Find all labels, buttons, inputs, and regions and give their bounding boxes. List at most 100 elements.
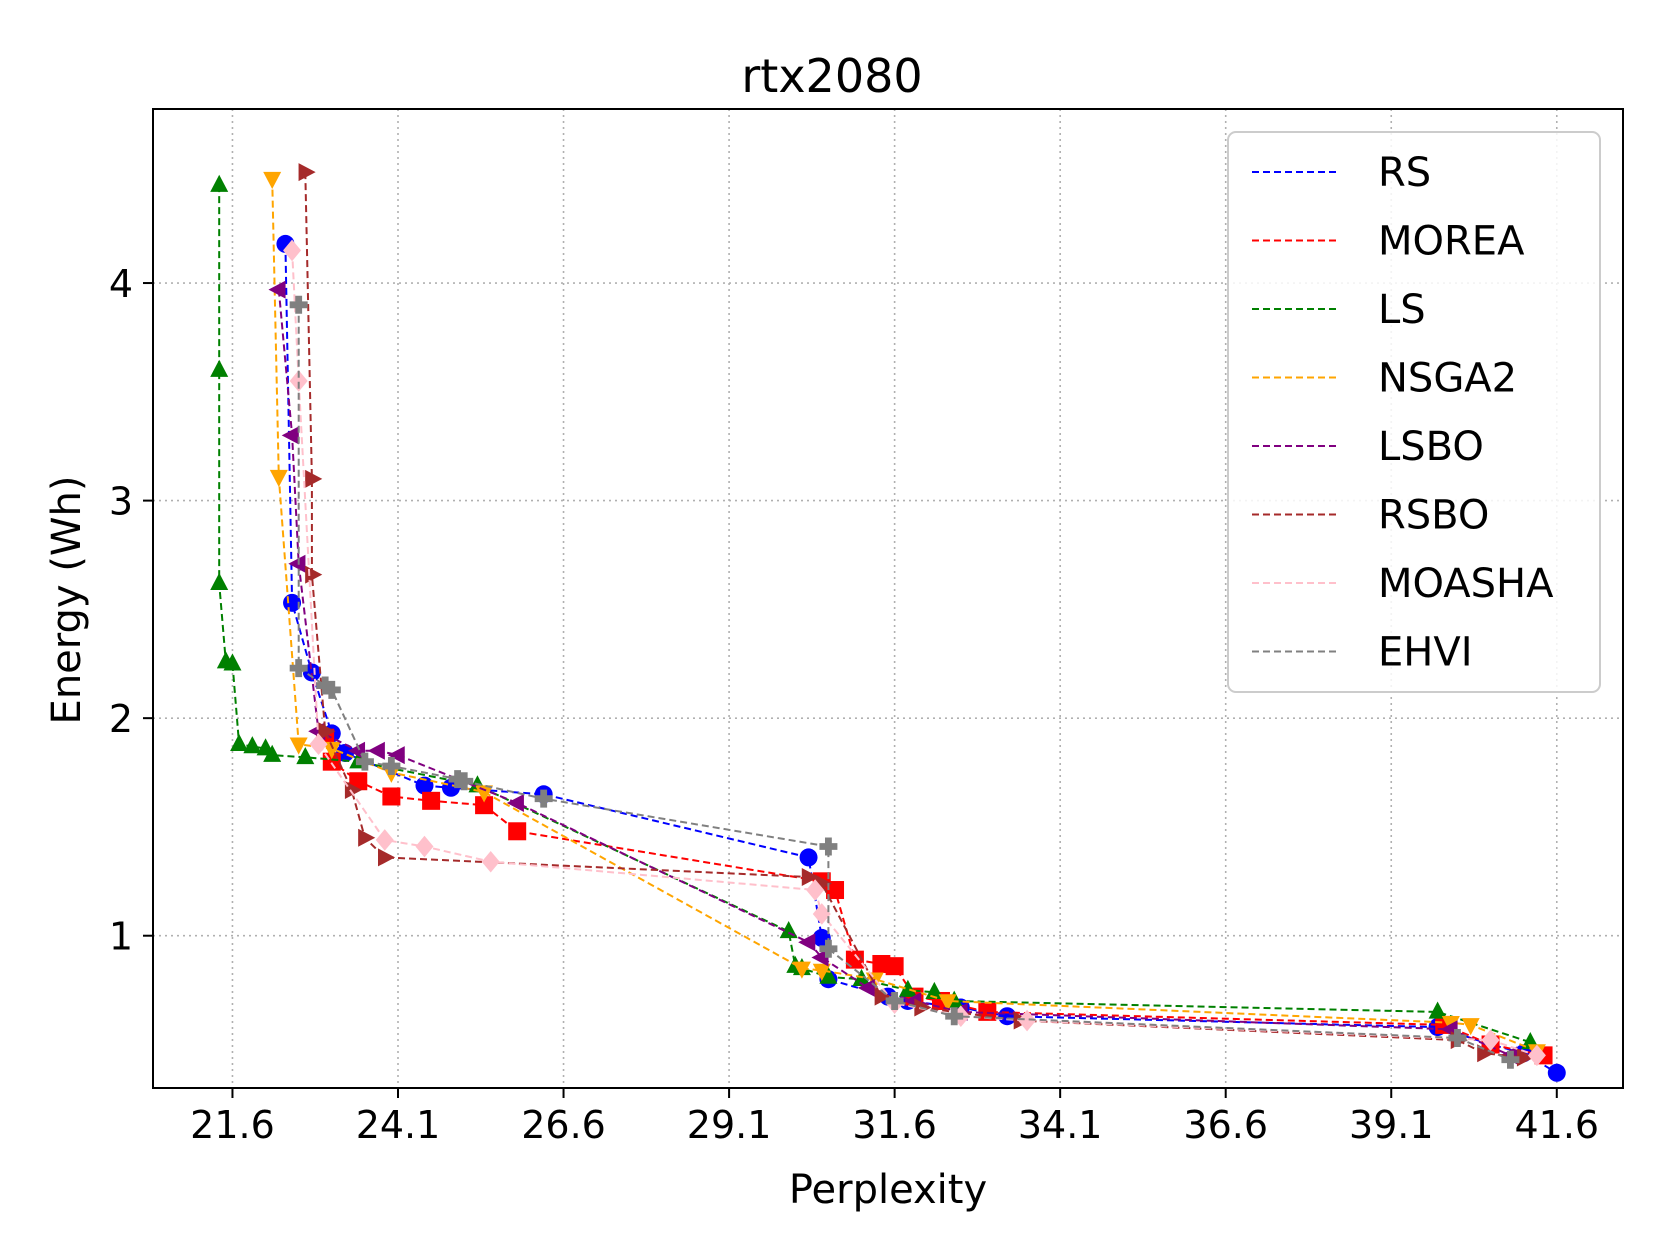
x-tick-label: 29.1: [687, 1103, 772, 1147]
x-tick-label: 26.6: [521, 1103, 606, 1147]
data-point-ehvi: [885, 991, 904, 1010]
data-point-lsbo: [367, 741, 385, 760]
x-axis-ticks: 21.6 24.1 26.6 29.1 31.6 34.1 36.6 39.1 41.6: [190, 1088, 1599, 1147]
data-point-ehvi: [322, 680, 341, 699]
data-point-rsbo: [318, 722, 336, 741]
data-point-nsga2: [792, 961, 811, 979]
data-point-ls: [925, 981, 944, 1000]
series-line-lsbo: [277, 289, 1511, 1057]
data-point-lsbo: [811, 948, 829, 967]
x-tick-label: 36.6: [1183, 1103, 1268, 1147]
data-point-nsga2: [269, 469, 288, 488]
legend-label-morea: MOREA: [1378, 219, 1525, 265]
data-point-nsga2: [1461, 1018, 1480, 1036]
data-point-lsbo: [506, 794, 524, 813]
data-point-moasha: [1481, 1029, 1500, 1051]
x-axis-label: Perplexity: [789, 1167, 987, 1213]
chart-title: rtx2080: [741, 49, 922, 103]
y-tick-label: 1: [109, 915, 133, 959]
data-point-nsga2: [263, 171, 282, 189]
data-point-moasha: [806, 879, 825, 901]
data-point-moasha: [309, 733, 328, 756]
data-point-moasha: [481, 850, 500, 873]
data-point-lsbo: [281, 426, 299, 445]
data-point-nsga2: [812, 963, 831, 981]
data-point-ls: [210, 359, 229, 377]
data-point-rsbo: [305, 469, 323, 488]
data-point-nsga2: [938, 994, 957, 1012]
data-point-morea: [885, 957, 904, 976]
data-point-ls: [819, 966, 838, 984]
data-point-ehvi: [819, 837, 838, 856]
data-point-ehvi: [382, 757, 401, 776]
data-point-lsbo: [387, 746, 405, 765]
data-point-ehvi: [534, 789, 553, 808]
legend-label-ehvi: EHVI: [1378, 630, 1473, 676]
data-point-ehvi: [945, 1007, 964, 1026]
data-point-lsbo: [347, 741, 366, 760]
legend-label-lsbo: LSBO: [1378, 424, 1484, 470]
plot-frame: [152, 108, 1624, 1089]
data-point-rsbo: [801, 867, 819, 886]
legend-label-rs: RS: [1378, 150, 1431, 196]
x-tick-label: 34.1: [1018, 1103, 1103, 1147]
y-axis-ticks: 1 2 3 4: [109, 262, 153, 959]
data-point-nsga2: [322, 741, 341, 759]
y-tick-label: 3: [109, 480, 133, 524]
legend-label-moasha: MOASHA: [1378, 561, 1554, 607]
y-tick-label: 4: [109, 262, 133, 306]
data-point-nsga2: [475, 785, 494, 803]
data-point-ehvi: [1501, 1050, 1520, 1069]
data-point-ls: [898, 979, 917, 997]
data-point-ls: [210, 572, 229, 591]
data-point-lsbo: [268, 280, 286, 299]
legend-label-ls: LS: [1378, 287, 1426, 333]
data-point-ls: [1428, 1001, 1447, 1019]
data-point-moasha: [812, 903, 831, 925]
data-point-rs: [799, 848, 818, 867]
data-point-rsbo: [1516, 1048, 1535, 1067]
data-point-moasha: [283, 239, 302, 262]
data-point-rsbo: [378, 848, 396, 867]
data-point-nsga2: [289, 737, 308, 755]
data-point-moasha: [1018, 1009, 1037, 1032]
data-point-ls: [296, 746, 315, 765]
data-point-lsbo: [288, 554, 306, 573]
data-point-rsbo: [298, 163, 316, 182]
data-point-rs: [415, 776, 434, 795]
legend: RS MOREA LS NSGA2 LSBO RSBO MOASHA EHVI: [1227, 131, 1601, 693]
data-point-moasha: [415, 835, 434, 858]
y-axis-label: Energy (Wh): [44, 476, 90, 725]
x-tick-label: 21.6: [190, 1103, 275, 1147]
x-tick-label: 41.6: [1514, 1103, 1599, 1147]
x-tick-label: 39.1: [1349, 1103, 1434, 1147]
series-ehvi: [289, 295, 1520, 1069]
data-point-morea: [422, 791, 441, 810]
data-point-ehvi: [316, 676, 335, 695]
legend-label-nsga2: NSGA2: [1378, 356, 1517, 402]
data-point-ehvi: [455, 772, 474, 791]
x-tick-label: 24.1: [356, 1103, 441, 1147]
legend-box: [1227, 131, 1601, 693]
data-point-ls: [243, 736, 262, 754]
data-point-morea: [475, 796, 494, 815]
data-point-ls: [230, 733, 249, 752]
legend-label-rsbo: RSBO: [1378, 493, 1489, 539]
data-point-moasha: [289, 370, 308, 392]
data-point-lsbo: [857, 978, 875, 997]
data-point-ehvi: [289, 659, 308, 678]
data-point-rsbo: [344, 780, 362, 799]
series-rsbo: [298, 163, 1535, 1067]
data-point-morea: [826, 881, 845, 900]
data-point-ls: [210, 174, 229, 192]
data-point-moasha: [1527, 1044, 1546, 1067]
data-point-ehvi: [355, 752, 374, 771]
data-point-rsbo: [874, 987, 892, 1006]
data-point-ehvi: [289, 295, 308, 314]
data-point-ls: [263, 744, 282, 762]
data-point-rs: [1547, 1063, 1566, 1082]
data-point-moasha: [375, 829, 394, 851]
y-tick-label: 2: [109, 697, 133, 741]
x-tick-label: 31.6: [852, 1103, 937, 1147]
